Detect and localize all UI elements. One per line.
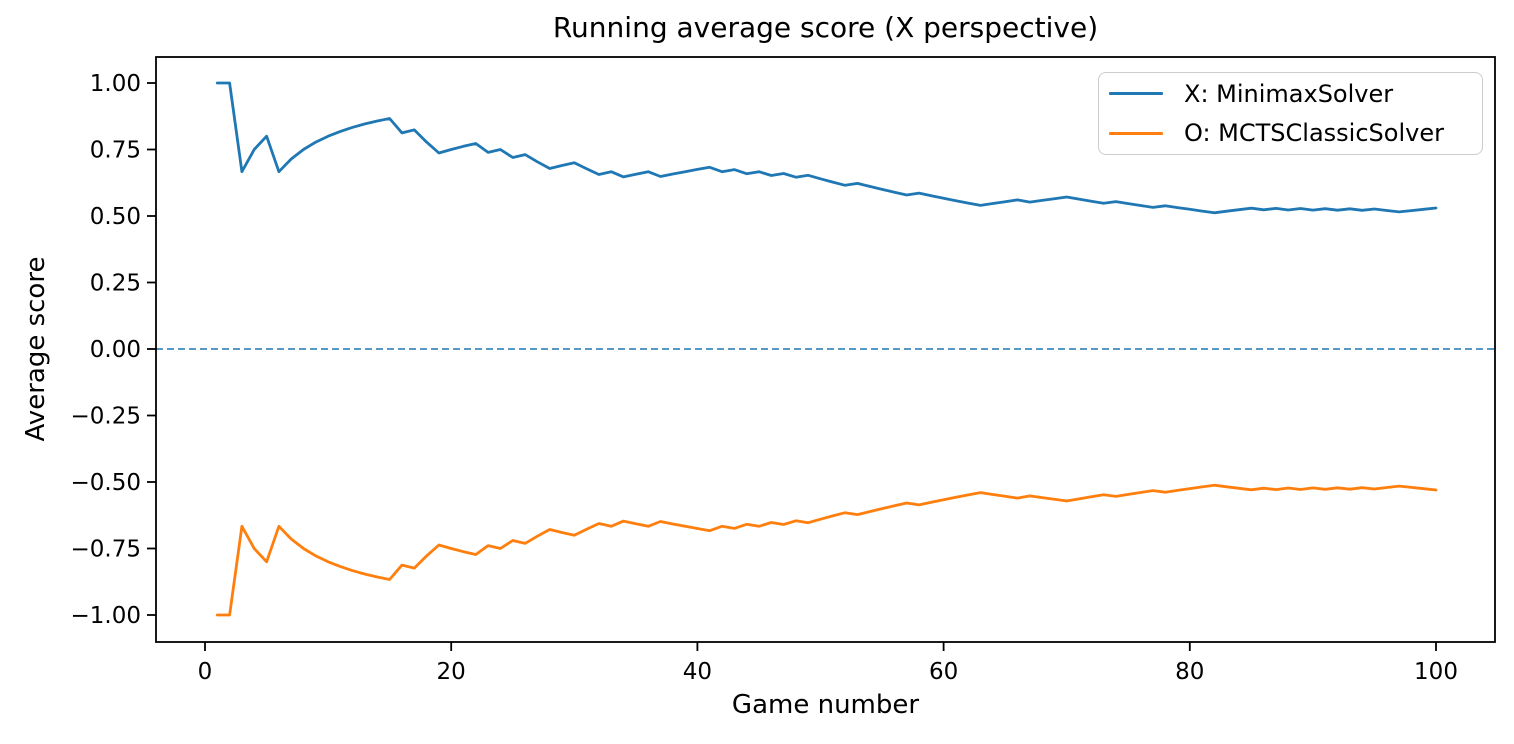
x-axis-label: Game number <box>731 690 920 720</box>
x-tick-label: 80 <box>1175 659 1204 685</box>
y-tick-label: 0.50 <box>90 204 141 230</box>
x-tick-label: 20 <box>437 659 466 685</box>
y-tick-label: −1.00 <box>71 603 141 629</box>
y-tick-label: 1.00 <box>90 71 141 97</box>
y-tick-label: 0.25 <box>90 271 141 297</box>
plot-area-spines <box>155 56 1496 643</box>
legend-item: X: MinimaxSolver <box>1099 75 1482 113</box>
x-tick-label: 0 <box>198 659 213 685</box>
y-tick-label: −0.50 <box>71 470 141 496</box>
y-tick-label: −0.25 <box>71 404 141 430</box>
y-tick-label: 0.75 <box>90 138 141 164</box>
x-tick-label: 100 <box>1414 659 1458 685</box>
x-tick-label: 60 <box>929 659 958 685</box>
x-tick-label: 40 <box>683 659 712 685</box>
legend-item-label: O: MCTSClassicSolver <box>1184 119 1444 148</box>
figure-title: Running average score (X perspective) <box>552 11 1099 44</box>
legend-item-label: X: MinimaxSolver <box>1184 79 1394 108</box>
legend-item: O: MCTSClassicSolver <box>1099 114 1482 152</box>
legend: X: MinimaxSolver O: MCTSClassicSolver <box>1098 72 1483 155</box>
y-axis-label: Average score <box>21 256 51 442</box>
legend-line-sample-o <box>1109 131 1163 136</box>
series-line-o-mctsclassicsolver <box>215 483 1438 617</box>
y-tick-label: −0.75 <box>71 537 141 563</box>
y-tick-label: 0.00 <box>90 337 141 363</box>
series-line-x-minimaxsolver <box>215 81 1438 215</box>
legend-line-sample-x <box>1109 91 1163 96</box>
